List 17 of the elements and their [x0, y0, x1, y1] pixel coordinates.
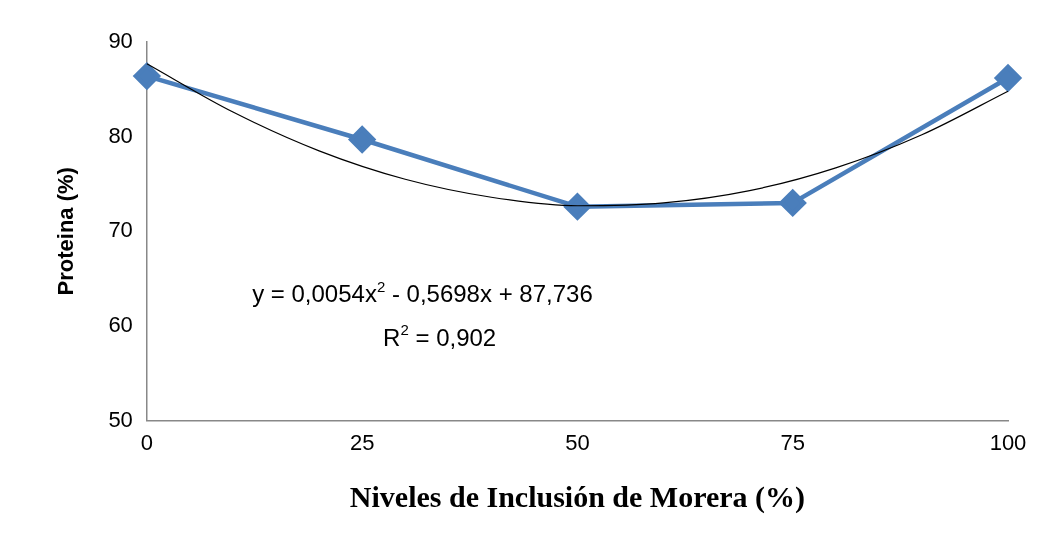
point [994, 64, 1022, 92]
y-tick-label: 90 [108, 28, 133, 54]
x-axis-title: Niveles de Inclusión de Morera (%) [349, 479, 806, 514]
y-tick-label: 60 [108, 312, 133, 338]
point [133, 62, 161, 90]
x-tick-label: 0 [140, 429, 153, 455]
point [779, 189, 806, 217]
x-tick-label: 50 [565, 429, 590, 455]
point [348, 126, 376, 153]
y-axis-title: Proteina (%) [53, 167, 79, 296]
x-tick-label: 100 [989, 429, 1027, 455]
x-tick-label: 25 [349, 429, 375, 455]
y-tick-label: 70 [108, 217, 133, 243]
y-tick-label: 80 [108, 122, 133, 148]
x-tick-label: 75 [780, 429, 805, 455]
y-tick-label: 50 [108, 406, 133, 432]
point [564, 193, 591, 220]
